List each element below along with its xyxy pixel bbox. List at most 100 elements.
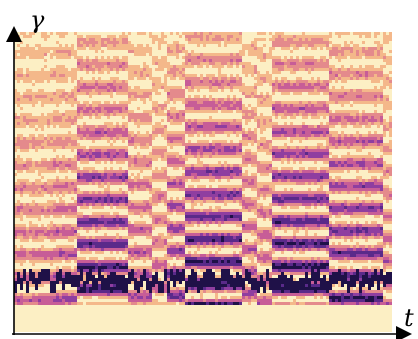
heatmap-cell: [230, 257, 233, 260]
heatmap-cell: [62, 248, 65, 251]
heatmap-cell: [212, 119, 215, 122]
heatmap-cell: [35, 215, 38, 218]
heatmap-cell: [95, 128, 98, 131]
heatmap-cell: [218, 167, 221, 170]
heatmap-cell: [38, 56, 41, 59]
heatmap-cell: [227, 245, 230, 248]
heatmap-cell: [131, 119, 134, 122]
heatmap-cell: [47, 275, 50, 278]
heatmap-cell: [173, 95, 176, 98]
heatmap-cell: [38, 116, 41, 119]
heatmap-cell: [26, 158, 29, 161]
heatmap-cell: [227, 131, 230, 134]
heatmap-cell: [113, 221, 116, 224]
heatmap-cell: [134, 134, 137, 137]
heatmap-cell: [242, 227, 245, 230]
heatmap-cell: [173, 164, 176, 167]
heatmap-cell: [50, 143, 53, 146]
heatmap-cell: [116, 89, 119, 92]
heatmap-cell: [50, 296, 53, 299]
heatmap-cell: [158, 59, 161, 62]
heatmap-cell: [206, 98, 209, 101]
heatmap-cell: [155, 131, 158, 134]
heatmap-cell: [203, 122, 206, 125]
heatmap-cell: [239, 173, 242, 176]
heatmap-cell: [185, 53, 188, 56]
heatmap-cell: [215, 260, 218, 263]
heatmap-cell: [221, 269, 224, 272]
heatmap-cell: [92, 224, 95, 227]
heatmap-cell: [227, 278, 230, 281]
heatmap-cell: [155, 290, 158, 293]
heatmap-cell: [65, 32, 68, 35]
heatmap-cell: [167, 47, 170, 50]
heatmap-cell: [146, 47, 149, 50]
heatmap-cell: [164, 137, 167, 140]
heatmap-cell: [191, 272, 194, 275]
heatmap-cell: [200, 188, 203, 191]
heatmap-cell: [41, 158, 44, 161]
heatmap-cell: [137, 158, 140, 161]
heatmap-cell: [44, 272, 47, 275]
heatmap-cell: [80, 134, 83, 137]
heatmap-cell: [227, 257, 230, 260]
heatmap-cell: [125, 41, 128, 44]
heatmap-cell: [152, 137, 155, 140]
heatmap-cell: [200, 104, 203, 107]
heatmap-cell: [86, 191, 89, 194]
heatmap-cell: [161, 35, 164, 38]
heatmap-cell: [107, 116, 110, 119]
heatmap-cell: [83, 257, 86, 260]
heatmap-cell: [194, 83, 197, 86]
heatmap-cell: [182, 173, 185, 176]
heatmap-cell: [104, 146, 107, 149]
heatmap-cell: [71, 122, 74, 125]
heatmap-cell: [200, 62, 203, 65]
heatmap-cell: [152, 275, 155, 278]
heatmap-cell: [167, 188, 170, 191]
heatmap-cell: [71, 98, 74, 101]
heatmap-cell: [239, 275, 242, 278]
heatmap-cell: [98, 197, 101, 200]
heatmap-cell: [212, 263, 215, 266]
heatmap-cell: [182, 188, 185, 191]
heatmap-cell: [209, 53, 212, 56]
heatmap-cell: [113, 170, 116, 173]
heatmap-cell: [107, 80, 110, 83]
heatmap-cell: [200, 173, 203, 176]
heatmap-cell: [137, 221, 140, 224]
heatmap-cell: [80, 131, 83, 134]
heatmap-cell: [236, 122, 239, 125]
heatmap-cell: [143, 233, 146, 236]
heatmap-cell: [188, 245, 191, 248]
heatmap-cell: [65, 161, 68, 164]
heatmap-cell: [155, 248, 158, 251]
heatmap-cell: [239, 53, 242, 56]
heatmap-cell: [98, 62, 101, 65]
heatmap-cell: [65, 269, 68, 272]
heatmap-cell: [101, 227, 104, 230]
heatmap-cell: [155, 287, 158, 290]
heatmap-cell: [50, 146, 53, 149]
heatmap-cell: [26, 116, 29, 119]
heatmap-cell: [17, 179, 20, 182]
heatmap-cell: [188, 287, 191, 290]
heatmap-cell: [125, 152, 128, 155]
heatmap-cell: [125, 89, 128, 92]
heatmap-cell: [176, 140, 179, 143]
heatmap-cell: [161, 32, 164, 35]
heatmap-cell: [101, 92, 104, 95]
heatmap-cell: [209, 302, 212, 305]
heatmap-cell: [221, 122, 224, 125]
heatmap-cell: [14, 272, 17, 275]
heatmap-cell: [233, 104, 236, 107]
heatmap-cell: [233, 143, 236, 146]
heatmap-cell: [107, 242, 110, 245]
heatmap-cell: [32, 167, 35, 170]
heatmap-cell: [26, 215, 29, 218]
heatmap-cell: [122, 59, 125, 62]
heatmap-cell: [176, 47, 179, 50]
heatmap-cell: [173, 281, 176, 284]
heatmap-cell: [119, 125, 122, 128]
heatmap-cell: [107, 188, 110, 191]
